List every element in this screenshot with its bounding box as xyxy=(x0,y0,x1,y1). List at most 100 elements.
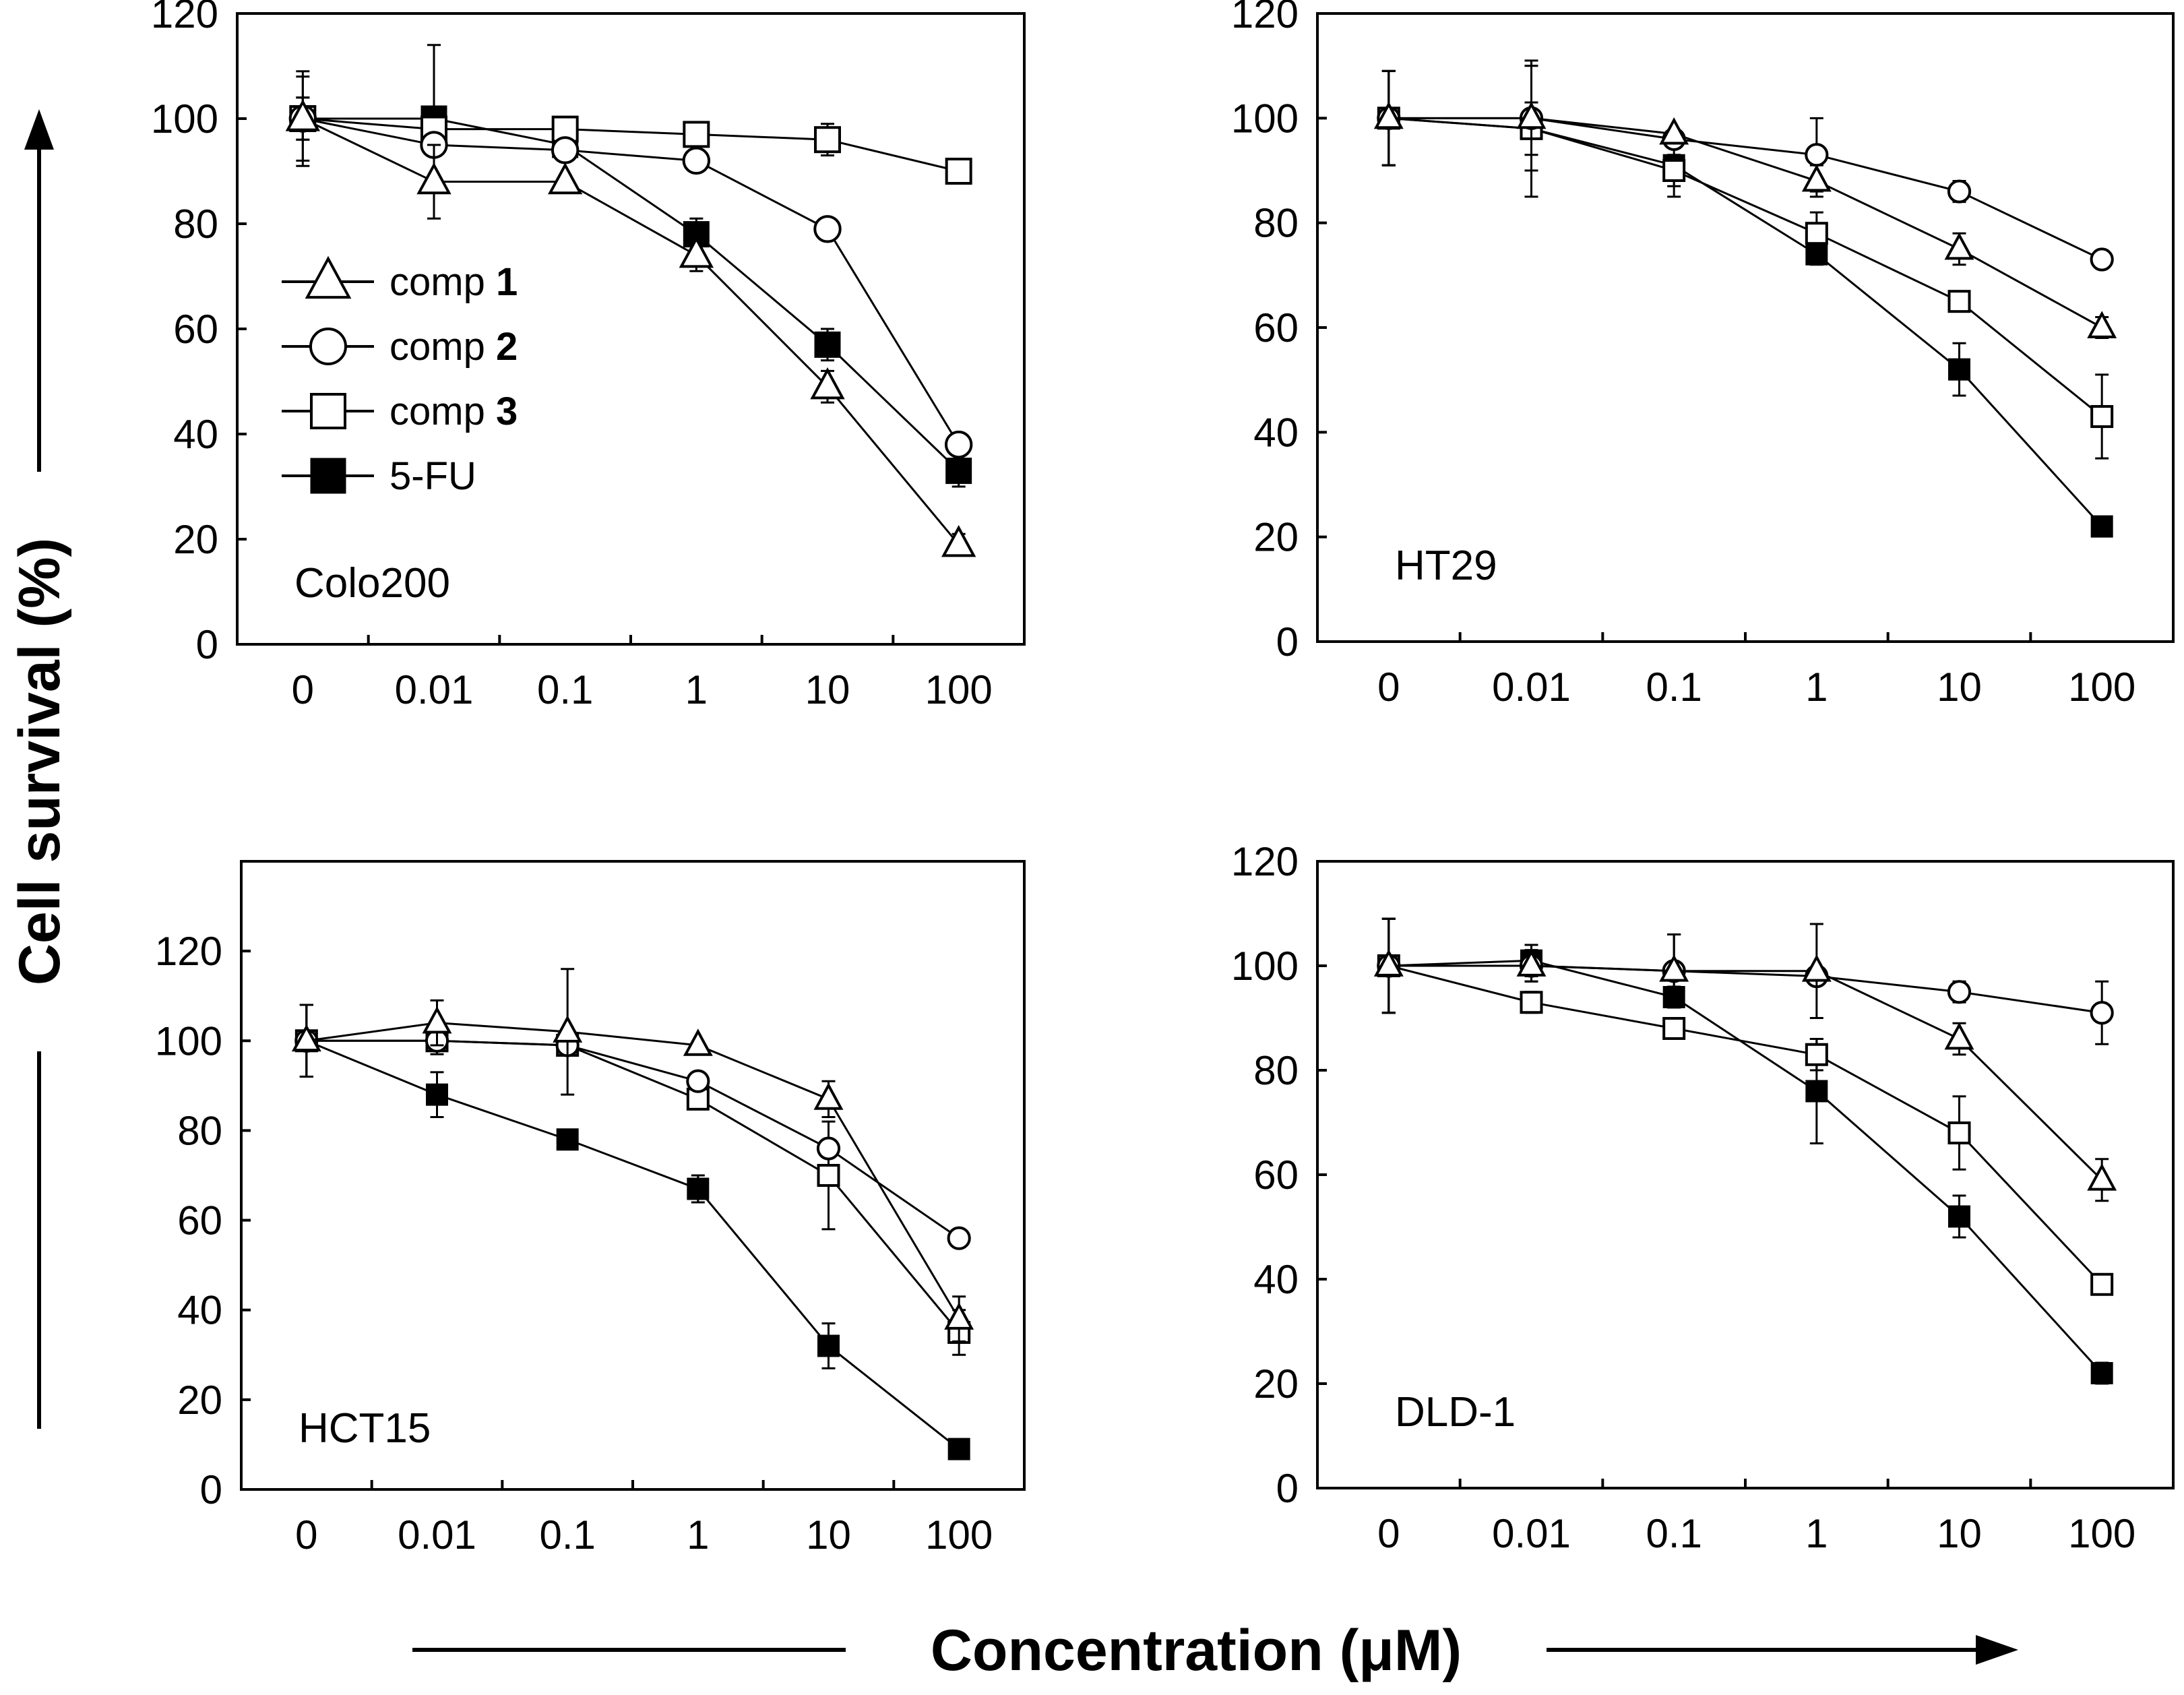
data-point xyxy=(1947,980,1972,1004)
data-point xyxy=(810,367,845,400)
y-tick-label: 40 xyxy=(173,412,218,457)
y-tick-label: 80 xyxy=(177,1108,222,1153)
data-point xyxy=(813,1082,844,1110)
y-tick-label: 60 xyxy=(177,1198,222,1243)
data-point xyxy=(1947,1121,1971,1144)
x-tick-label: 0.1 xyxy=(1646,665,1702,710)
legend-label: 5-FU xyxy=(389,454,476,498)
data-point xyxy=(1947,179,1972,204)
data-point xyxy=(1805,1043,1828,1066)
x-tick-label: 0 xyxy=(1377,665,1400,710)
data-point xyxy=(944,1302,974,1330)
x-tick-label: 100 xyxy=(2068,1511,2135,1556)
data-point xyxy=(1948,358,1970,381)
data-point xyxy=(687,1177,710,1200)
data-point xyxy=(1801,164,1832,192)
series-line xyxy=(306,1022,960,1320)
data-point xyxy=(1373,101,1404,129)
data-point xyxy=(1662,1017,1686,1040)
data-point xyxy=(422,1006,452,1034)
cell-line-label: DLD-1 xyxy=(1395,1389,1516,1436)
x-tick-label: 100 xyxy=(925,1512,993,1558)
y-tick-label: 120 xyxy=(155,929,222,974)
data-point xyxy=(1944,232,1974,260)
y-tick-label: 100 xyxy=(151,96,218,142)
y-tick-label: 100 xyxy=(1231,944,1299,989)
legend-label-number: 1 xyxy=(496,260,518,304)
legend-label-prefix: 5-FU xyxy=(389,454,476,498)
x-tick-label: 0.01 xyxy=(398,1512,476,1558)
x-tick-label: 1 xyxy=(685,667,708,712)
y-tick-label: 20 xyxy=(177,1378,222,1423)
chart-panel-4: 0 20 40 60 80 100 120 0 0.01 0.1 1 10 100 DLD-1 xyxy=(1231,839,2175,1556)
series-comp-1 xyxy=(285,75,976,557)
x-tick-label: 10 xyxy=(1937,665,1982,710)
y-tick-label: 100 xyxy=(1231,96,1299,141)
x-tick-label: 0 xyxy=(292,667,314,712)
data-point xyxy=(1805,222,1828,245)
data-point xyxy=(947,1438,970,1460)
legend-entry: comp 1 xyxy=(282,255,518,304)
data-point xyxy=(2090,1001,2114,1025)
data-point xyxy=(1659,954,1689,982)
data-point xyxy=(679,236,714,268)
data-point xyxy=(291,1024,321,1052)
x-axis-title-group: Concentration (μM) xyxy=(412,1618,2018,1683)
series-line xyxy=(306,1039,960,1450)
y-tick-label: 20 xyxy=(1253,515,1299,560)
data-point xyxy=(814,331,841,358)
x-tick-label: 0.1 xyxy=(1646,1511,1702,1556)
data-point xyxy=(1944,1022,1974,1050)
y-tick-label: 40 xyxy=(1253,410,1299,455)
y-tick-label: 40 xyxy=(177,1288,222,1333)
y-tick-label: 0 xyxy=(1276,619,1299,665)
data-point xyxy=(683,121,710,148)
data-point xyxy=(1659,117,1689,145)
x-axis-title: Concentration (μM) xyxy=(931,1618,1462,1683)
x-tick-label: 10 xyxy=(805,667,850,712)
x-tick-label: 0.1 xyxy=(537,667,593,712)
data-point xyxy=(2090,515,2113,538)
series-line xyxy=(1388,117,2102,329)
x-tick-label: 1 xyxy=(1805,665,1828,710)
data-point xyxy=(1662,159,1686,182)
series-line xyxy=(303,117,960,472)
series-line xyxy=(303,117,960,445)
legend-label: comp 1 xyxy=(389,260,518,304)
data-point xyxy=(816,1136,841,1161)
series-comp-1 xyxy=(291,968,974,1343)
cell-line-label: HT29 xyxy=(1395,543,1497,589)
legend-marker xyxy=(309,328,347,365)
data-point xyxy=(2090,1362,2113,1384)
legend-marker xyxy=(305,255,352,299)
y-tick-label: 0 xyxy=(196,622,218,667)
data-point xyxy=(944,430,973,459)
series-line xyxy=(1388,964,2103,1181)
series-line xyxy=(1388,959,2103,1374)
x-tick-label: 0 xyxy=(295,1512,317,1558)
data-point xyxy=(285,99,321,131)
x-tick-label: 100 xyxy=(2068,665,2135,710)
legend-label-prefix: comp xyxy=(389,390,496,433)
y-tick-label: 80 xyxy=(173,202,218,247)
data-point xyxy=(556,1128,579,1151)
series-line xyxy=(1388,964,2103,1285)
cell-line-label: HCT15 xyxy=(299,1405,431,1452)
data-point xyxy=(1516,101,1547,129)
data-point xyxy=(2090,405,2114,429)
series-line xyxy=(306,1039,960,1239)
legend-label: comp 2 xyxy=(389,325,518,369)
series-line xyxy=(303,117,960,173)
y-tick-label: 20 xyxy=(1253,1361,1299,1407)
x-tick-label: 0.01 xyxy=(1492,1511,1571,1556)
x-tick-label: 1 xyxy=(1805,1511,1828,1556)
series-line xyxy=(302,117,960,545)
data-point xyxy=(1947,290,1971,313)
data-point xyxy=(551,136,580,164)
y-tick-label: 60 xyxy=(1253,1152,1299,1198)
data-point xyxy=(683,1028,713,1056)
data-point xyxy=(813,215,842,243)
legend-marker xyxy=(310,458,346,494)
y-tick-label: 100 xyxy=(155,1018,222,1064)
